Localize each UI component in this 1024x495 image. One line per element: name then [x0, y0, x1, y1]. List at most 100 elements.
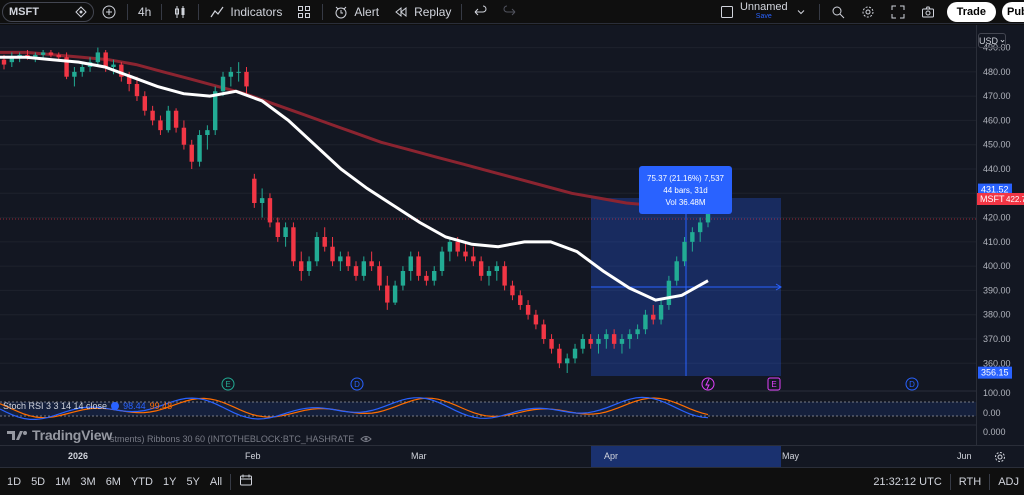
symbol-tag: MSFT [977, 193, 1008, 205]
candle-body [267, 198, 273, 223]
range-5y[interactable]: 5Y [186, 475, 200, 488]
clock[interactable]: 21:32:12 UTC [873, 475, 942, 488]
candle-body [510, 285, 515, 296]
price-tick-label: 380.00 [983, 310, 1011, 320]
stoch-k-line [0, 396, 709, 420]
range-5d[interactable]: 5D [31, 475, 46, 488]
trade-button[interactable]: Trade [946, 1, 996, 22]
settings-button[interactable] [853, 0, 883, 24]
range-6m[interactable]: 6M [105, 475, 121, 488]
range-3m[interactable]: 3M [80, 475, 96, 488]
candle-body [565, 358, 570, 364]
candle-body [197, 135, 202, 162]
save-hint: Save [755, 12, 772, 20]
candle-body [173, 110, 179, 128]
square-icon [719, 4, 735, 20]
time-label-year: 2026 [68, 451, 89, 461]
divider [818, 3, 820, 20]
alert-label: Alert [354, 4, 380, 19]
candle-body [541, 324, 546, 339]
price-tick-label: 390.00 [983, 285, 1011, 295]
symbol-search[interactable]: MSFT [2, 1, 94, 22]
time-axis[interactable]: 2026 Feb Mar Apr May Jun [0, 445, 1024, 467]
fullscreen-icon [890, 4, 906, 20]
candle-body [494, 266, 499, 271]
candle-body [549, 339, 554, 349]
price-tick-label: 400.00 [983, 261, 1011, 271]
measure-tooltip: 75.37 (21.16%) 7,537 44 bars, 31d Vol 36… [639, 166, 732, 214]
candle-body [33, 54, 38, 58]
compare-icon[interactable] [73, 4, 89, 20]
candle-body [322, 237, 327, 247]
symbol-tag-name: MSFT [980, 194, 1005, 204]
price-tag-bg [978, 366, 1012, 379]
flash-marker[interactable] [701, 377, 715, 391]
measure-volume: Vol 36.48M [665, 197, 706, 207]
layout-name: Unnamed [739, 0, 788, 13]
price-tick-label: 410.00 [983, 237, 1011, 247]
alert-button[interactable]: Alert [326, 0, 386, 24]
candle-body [697, 222, 703, 233]
dividend-marker[interactable]: D [350, 377, 364, 391]
price-chart[interactable]: E D E D [0, 25, 976, 445]
grid [0, 47, 976, 364]
add-symbol-button[interactable] [94, 0, 124, 24]
candle-body [119, 64, 124, 77]
ribbons-legend[interactable]: stments) Ribbons 30 60 (INTOTHEBLOCK:BTC… [110, 431, 374, 447]
fullscreen-button[interactable] [883, 0, 913, 24]
price-tick-label: 440.00 [983, 164, 1011, 174]
earnings-marker[interactable]: E [221, 377, 235, 391]
range-all[interactable]: All [209, 475, 223, 488]
price-scale-labels: 490.00480.00470.00460.00450.00440.00420.… [978, 43, 1012, 437]
price-tag-bg [978, 183, 1012, 196]
range-ytd[interactable]: YTD [130, 475, 153, 488]
candle-body [580, 339, 586, 349]
templates-button[interactable] [289, 0, 319, 24]
snapshot-button[interactable] [913, 0, 943, 24]
redo-button[interactable] [495, 0, 525, 24]
candle-body [369, 261, 374, 267]
candle-body [158, 120, 163, 131]
currency-selector[interactable]: USD [978, 33, 1006, 48]
divider [230, 473, 232, 490]
quick-search-button[interactable] [823, 0, 853, 24]
price-scale[interactable]: 490.00 480.00 470.00 460.00 450.00 440.00 420.… [976, 25, 1024, 445]
indicators-button[interactable]: Indicators [202, 0, 289, 24]
stoch-rsi-legend[interactable]: Stoch RSI 3 3 14 14 close 98.44 99.48 [3, 401, 172, 411]
rth-toggle[interactable]: RTH [958, 475, 982, 488]
time-axis-settings-icon[interactable] [992, 449, 1008, 465]
layout-button[interactable]: Unnamed Save [712, 0, 816, 24]
range-1y[interactable]: 1Y [162, 475, 177, 488]
tradingview-logo: TradingView [6, 427, 112, 443]
candle-body [690, 232, 695, 242]
range-1m[interactable]: 1M [55, 475, 71, 488]
indicators-label: Indicators [230, 4, 283, 19]
range-1d[interactable]: 1D [7, 475, 22, 488]
oscillator-band [0, 402, 976, 416]
candle-body [619, 339, 625, 344]
chart-pane[interactable]: E D E D 75.37 (21.16%) 7,537 44 bars, 31… [0, 25, 976, 445]
candle-body [9, 57, 15, 63]
adj-toggle[interactable]: ADJ [998, 475, 1019, 488]
chevron-down-icon [1000, 39, 1005, 42]
replay-button[interactable]: Replay [386, 0, 458, 24]
tradingview-logo-text: TradingView [32, 427, 113, 443]
candle-body [40, 52, 46, 55]
measure-arrow-right-icon [775, 283, 782, 291]
time-label-feb: Feb [245, 451, 261, 461]
interval-button[interactable]: 4h [138, 4, 152, 19]
eye-icon[interactable] [358, 431, 374, 447]
publish-button[interactable]: Pub [1002, 1, 1024, 22]
slow-moving-average-line [0, 50, 709, 212]
earnings-marker-upcoming[interactable]: E [767, 377, 781, 391]
undo-button[interactable] [465, 0, 495, 24]
osc-tick-100: 100.00 [983, 388, 1011, 398]
plus-circle-icon [101, 4, 117, 20]
candle-body [56, 54, 61, 58]
layout-name-block: Unnamed Save [739, 0, 788, 22]
go-to-date-button[interactable] [234, 473, 258, 490]
candle-body [95, 52, 101, 63]
candle-body [463, 251, 468, 257]
chart-type-button[interactable] [165, 0, 195, 24]
dividend-marker-upcoming[interactable]: D [905, 377, 919, 391]
